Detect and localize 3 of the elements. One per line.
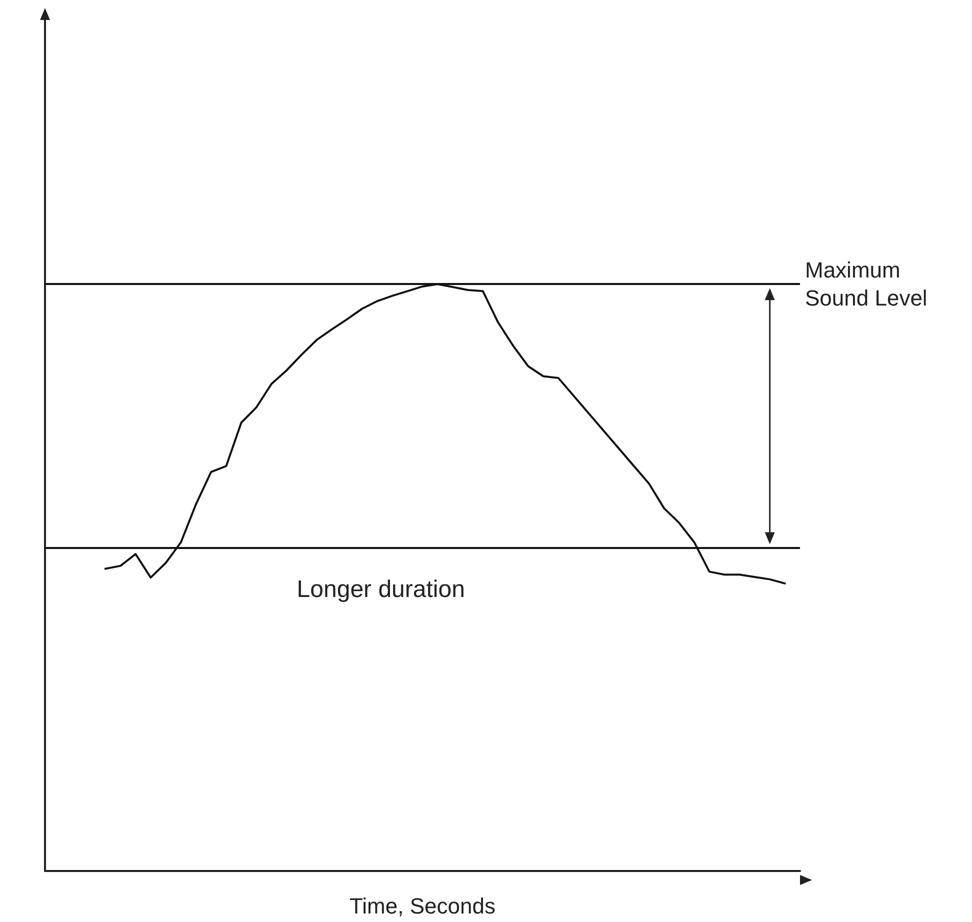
annotation: Longer duration: [296, 576, 465, 604]
x-axis-title: Time, Seconds: [350, 894, 496, 918]
ref-line-label: Maximum Sound Level: [805, 258, 928, 311]
